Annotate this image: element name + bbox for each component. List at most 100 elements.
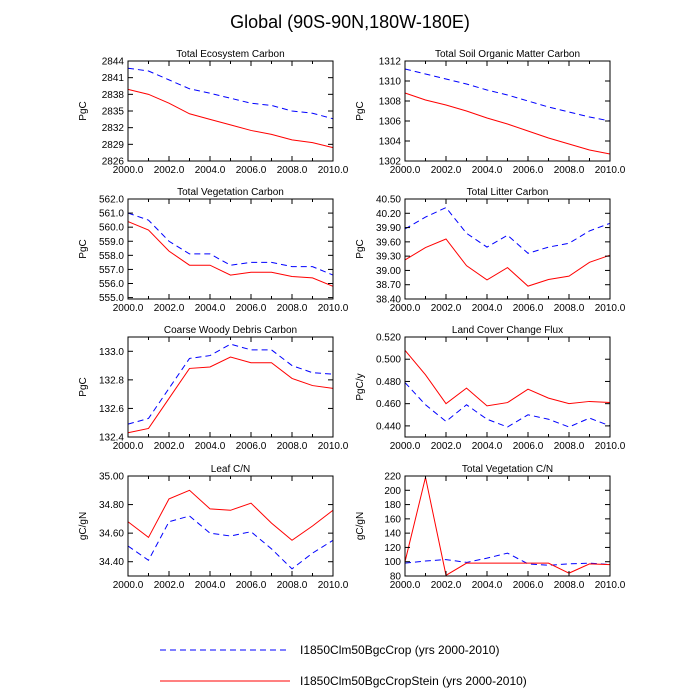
y-tick-label: 133.0 <box>99 347 124 358</box>
chart-panel-3: Total Litter Carbon PgC 2000.0 2002.0 2004.0… <box>355 187 626 314</box>
x-tick-label: 2008.0 <box>554 165 585 176</box>
x-tick-label: 2008.0 <box>277 441 308 452</box>
y-tick-label: 200 <box>384 486 401 497</box>
chart-title: Total Ecosystem Carbon <box>176 49 284 60</box>
series-line-0 <box>127 343 334 425</box>
legend: I1850Clm50BgcCrop (yrs 2000-2010) I1850C… <box>160 643 527 688</box>
series-line-0 <box>127 212 334 276</box>
chart-title: Land Cover Change Flux <box>452 325 563 336</box>
y-tick-label: 2844 <box>102 57 125 68</box>
y-tick-label: 180 <box>384 500 401 511</box>
x-tick-label: 2000.0 <box>390 580 421 591</box>
x-tick-label: 2010.0 <box>595 441 626 452</box>
y-tick-label: 0.500 <box>376 355 401 366</box>
legend-label-series2: I1850Clm50BgcCropStein (yrs 2000-2010) <box>300 674 527 688</box>
x-tick-label: 2010.0 <box>318 580 349 591</box>
x-tick-label: 2002.0 <box>154 165 185 176</box>
x-tick-label: 2000.0 <box>113 580 144 591</box>
x-tick-label: 2004.0 <box>472 165 503 176</box>
chart-title: Total Litter Carbon <box>467 187 549 198</box>
x-tick-label: 2004.0 <box>472 303 503 314</box>
series-line-0 <box>127 67 334 120</box>
chart-title: Leaf C/N <box>211 464 250 475</box>
y-tick-label: 39.00 <box>376 266 401 277</box>
y-tick-label: 40.50 <box>376 195 401 206</box>
y-tick-label: 0.520 <box>376 333 401 344</box>
x-tick-label: 2006.0 <box>236 580 267 591</box>
y-tick-label: 160 <box>384 514 401 525</box>
x-tick-label: 2000.0 <box>113 303 144 314</box>
y-axis-label: PgC <box>78 101 89 120</box>
series-line-0 <box>404 206 611 254</box>
y-tick-label: 558.0 <box>99 251 124 262</box>
chart-title: Total Soil Organic Matter Carbon <box>435 49 580 60</box>
series-line-0 <box>404 552 611 566</box>
y-tick-label: 34.40 <box>99 557 124 568</box>
y-axis-label: gC/gN <box>355 512 366 540</box>
x-tick-label: 2000.0 <box>390 441 421 452</box>
x-tick-label: 2002.0 <box>431 580 462 591</box>
y-axis-label: PgC <box>355 239 366 258</box>
y-tick-label: 2841 <box>102 73 125 84</box>
x-tick-label: 2002.0 <box>431 303 462 314</box>
y-tick-label: 2838 <box>102 90 125 101</box>
y-tick-label: 140 <box>384 529 401 540</box>
x-tick-label: 2006.0 <box>236 165 267 176</box>
y-tick-label: 559.0 <box>99 237 124 248</box>
y-tick-label: 120 <box>384 543 401 554</box>
x-tick-label: 2006.0 <box>513 580 544 591</box>
y-tick-label: 40.20 <box>376 209 401 220</box>
x-tick-label: 2006.0 <box>513 303 544 314</box>
x-tick-label: 2006.0 <box>236 441 267 452</box>
series-line-1 <box>404 350 611 407</box>
x-tick-label: 2010.0 <box>595 580 626 591</box>
figure-title: Global (90S-90N,180W-180E) <box>230 12 470 32</box>
x-tick-label: 2002.0 <box>431 165 462 176</box>
chart-panel-7: Total Vegetation C/N gC/gN 2000.0 2002.0 200… <box>355 464 626 591</box>
x-tick-label: 2008.0 <box>554 303 585 314</box>
x-tick-label: 2004.0 <box>195 441 226 452</box>
y-tick-label: 132.6 <box>99 404 124 415</box>
panels-group: Total Ecosystem Carbon PgC 2000.0 2002.0 200… <box>78 49 626 591</box>
series-line-1 <box>404 92 611 155</box>
y-tick-label: 1312 <box>379 57 402 68</box>
x-tick-label: 2010.0 <box>595 165 626 176</box>
x-tick-label: 2000.0 <box>390 303 421 314</box>
y-axis-label: gC/gN <box>78 512 89 540</box>
chart-panel-0: Total Ecosystem Carbon PgC 2000.0 2002.0 200… <box>78 49 349 176</box>
series-line-1 <box>404 238 611 287</box>
x-tick-label: 2002.0 <box>154 441 185 452</box>
y-tick-label: 2832 <box>102 123 125 134</box>
chart-title: Coarse Woody Debris Carbon <box>164 325 297 336</box>
chart-title: Total Vegetation Carbon <box>177 187 284 198</box>
series-line-0 <box>404 382 611 428</box>
y-tick-label: 1310 <box>379 77 402 88</box>
legend-label-series1: I1850Clm50BgcCrop (yrs 2000-2010) <box>300 643 499 657</box>
y-tick-label: 220 <box>384 472 401 483</box>
x-tick-label: 2002.0 <box>154 580 185 591</box>
x-tick-label: 2008.0 <box>554 580 585 591</box>
chart-panel-4: Coarse Woody Debris Carbon PgC 2000.0 2002.… <box>78 325 349 452</box>
series-line-1 <box>127 88 334 149</box>
series-line-0 <box>127 515 334 570</box>
x-tick-label: 2002.0 <box>154 303 185 314</box>
y-tick-label: 39.60 <box>376 237 401 248</box>
x-tick-label: 2000.0 <box>390 165 421 176</box>
chart-panel-5: Land Cover Change Flux PgC/y 2000.0 2002.0 2… <box>355 325 626 452</box>
x-tick-label: 2010.0 <box>595 303 626 314</box>
y-tick-label: 34.60 <box>99 529 124 540</box>
x-tick-label: 2008.0 <box>554 441 585 452</box>
x-tick-label: 2000.0 <box>113 165 144 176</box>
x-tick-label: 2004.0 <box>472 441 503 452</box>
x-tick-label: 2004.0 <box>195 165 226 176</box>
x-tick-label: 2010.0 <box>318 441 349 452</box>
y-tick-label: 562.0 <box>99 195 124 206</box>
x-tick-label: 2006.0 <box>236 303 267 314</box>
x-tick-label: 2010.0 <box>318 303 349 314</box>
series-line-1 <box>127 356 334 434</box>
y-tick-label: 2835 <box>102 107 125 118</box>
y-axis-label: PgC <box>355 101 366 120</box>
series-line-1 <box>127 489 334 541</box>
